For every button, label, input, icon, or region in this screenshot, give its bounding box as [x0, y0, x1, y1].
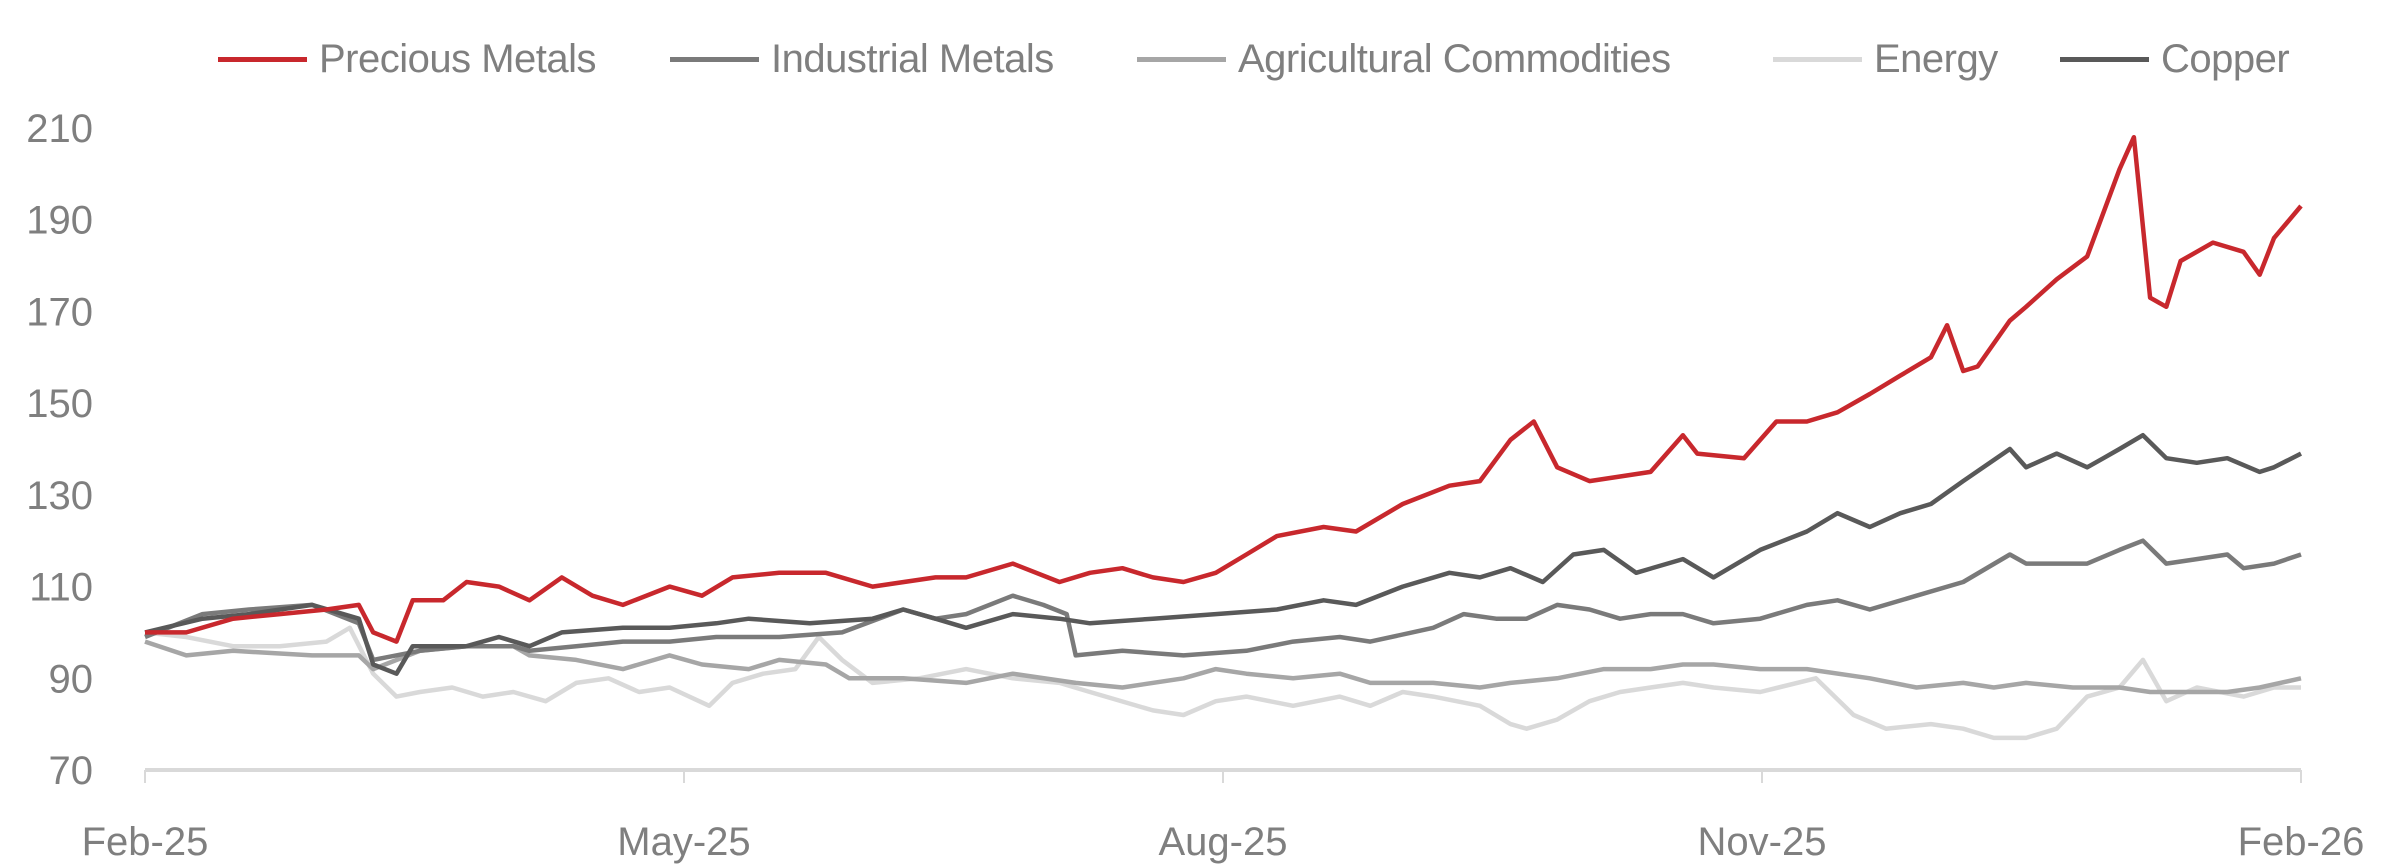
legend-item-agricultural-commodities: Agricultural Commodities: [1137, 34, 1671, 84]
legend-item-industrial-metals: Industrial Metals: [670, 34, 1054, 84]
y-tick-label: 130: [26, 474, 93, 518]
legend-label: Agricultural Commodities: [1238, 36, 1671, 81]
legend-item-energy: Energy: [1773, 34, 1998, 84]
legend-label: Copper: [2161, 36, 2290, 81]
x-tick-label: Aug-25: [1159, 820, 1288, 864]
series-line-industrial-metals: [144, 538, 2302, 663]
series-line-agricultural-commodities: [144, 639, 2302, 695]
y-tick-label: 150: [26, 382, 93, 426]
x-tick-label: Nov-25: [1698, 820, 1827, 864]
legend-swatch: [670, 56, 759, 62]
x-axis-ticks: Feb-25 May-25 Aug-25 Nov-25 Feb-26: [82, 770, 2365, 864]
y-tick-label: 210: [26, 107, 93, 151]
legend-label: Energy: [1874, 36, 1998, 81]
series-line-energy: [144, 625, 2301, 741]
x-tick-label: May-25: [617, 820, 750, 864]
y-tick-label: 70: [49, 749, 94, 793]
y-axis-ticks: 70 90 110 130 150 170 190 210: [26, 107, 93, 793]
legend-item-precious-metals: Precious Metals: [218, 34, 597, 84]
series-line-copper: [144, 432, 2303, 676]
series-lines: [144, 134, 2303, 741]
y-tick-label: 190: [26, 199, 93, 243]
legend-label: Precious Metals: [319, 36, 597, 81]
x-tick-label: Feb-26: [2238, 820, 2365, 864]
legend-swatch: [218, 56, 307, 62]
legend-swatch: [1137, 56, 1226, 62]
y-tick-label: 90: [49, 657, 94, 701]
legend-swatch: [2060, 56, 2149, 62]
legend-item-copper: Copper: [2060, 34, 2290, 84]
x-tick-label: Feb-25: [82, 820, 209, 864]
legend-label: Industrial Metals: [771, 36, 1054, 81]
y-tick-label: 110: [29, 566, 93, 610]
series-line-precious-metals: [145, 134, 2303, 644]
y-tick-label: 170: [26, 290, 93, 334]
legend-swatch: [1773, 56, 1862, 62]
